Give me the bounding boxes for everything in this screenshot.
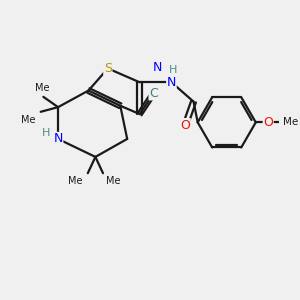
- Text: N: N: [53, 132, 63, 146]
- Text: C: C: [149, 87, 158, 100]
- Text: Me: Me: [284, 117, 299, 128]
- Text: Me: Me: [21, 115, 35, 125]
- Text: N: N: [153, 61, 162, 74]
- Text: H: H: [169, 65, 177, 75]
- Text: Me: Me: [68, 176, 82, 186]
- Text: O: O: [180, 118, 190, 132]
- Text: H: H: [41, 128, 50, 138]
- Text: O: O: [263, 116, 273, 129]
- Text: Me: Me: [106, 176, 120, 186]
- Text: N: N: [167, 76, 176, 89]
- Text: Me: Me: [35, 83, 49, 93]
- Text: S: S: [104, 62, 112, 75]
